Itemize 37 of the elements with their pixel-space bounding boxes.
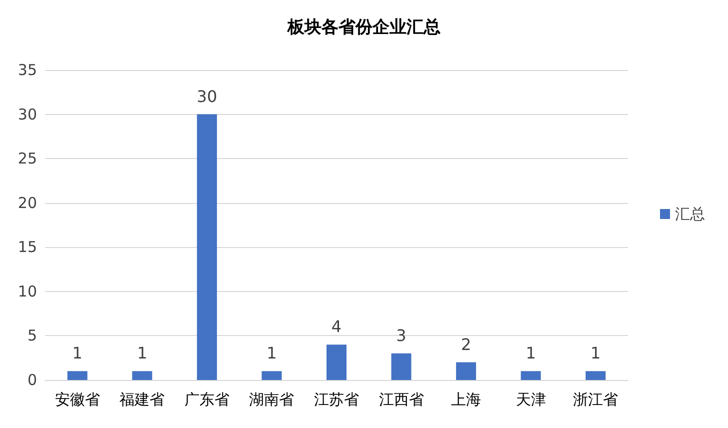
x-tick-label: 江苏省 (314, 390, 359, 408)
data-label: 1 (137, 344, 148, 363)
x-tick-label: 天津 (516, 390, 546, 408)
legend-label: 汇总 (675, 205, 705, 223)
chart-title: 板块各省份企业汇总 (286, 18, 440, 38)
bar (520, 371, 541, 380)
bar (456, 362, 476, 380)
x-tick-label: 福建省 (120, 390, 165, 408)
y-tick-label: 5 (27, 326, 37, 345)
y-tick-label: 20 (18, 194, 37, 212)
data-label: 1 (72, 344, 82, 363)
x-tick-label: 广东省 (184, 390, 230, 408)
data-label: 30 (196, 86, 218, 106)
y-tick-label: 0 (27, 371, 37, 389)
bar (132, 371, 152, 380)
bar (391, 353, 412, 380)
y-tick-label: 10 (18, 282, 37, 300)
data-label: 1 (526, 344, 536, 363)
x-tick-label: 浙江省 (573, 390, 618, 408)
data-label: 2 (460, 334, 472, 354)
bar (326, 344, 346, 380)
bar (196, 114, 217, 380)
data-label: 4 (331, 317, 342, 336)
data-label: 1 (266, 344, 277, 363)
y-tick-label: 35 (18, 61, 37, 79)
x-tick-label: 安徽省 (54, 390, 100, 408)
x-tick-label: 湖南省 (249, 390, 294, 408)
bar (586, 371, 606, 380)
x-tick-label: 江西省 (378, 390, 424, 408)
y-tick-label: 30 (18, 105, 37, 124)
bar (67, 371, 88, 380)
data-label: 3 (396, 326, 406, 345)
data-label: 1 (590, 344, 601, 363)
y-tick-label: 15 (18, 238, 37, 256)
bar (262, 371, 282, 380)
x-tick-label: 上海 (451, 390, 482, 408)
y-tick-label: 25 (18, 150, 37, 168)
